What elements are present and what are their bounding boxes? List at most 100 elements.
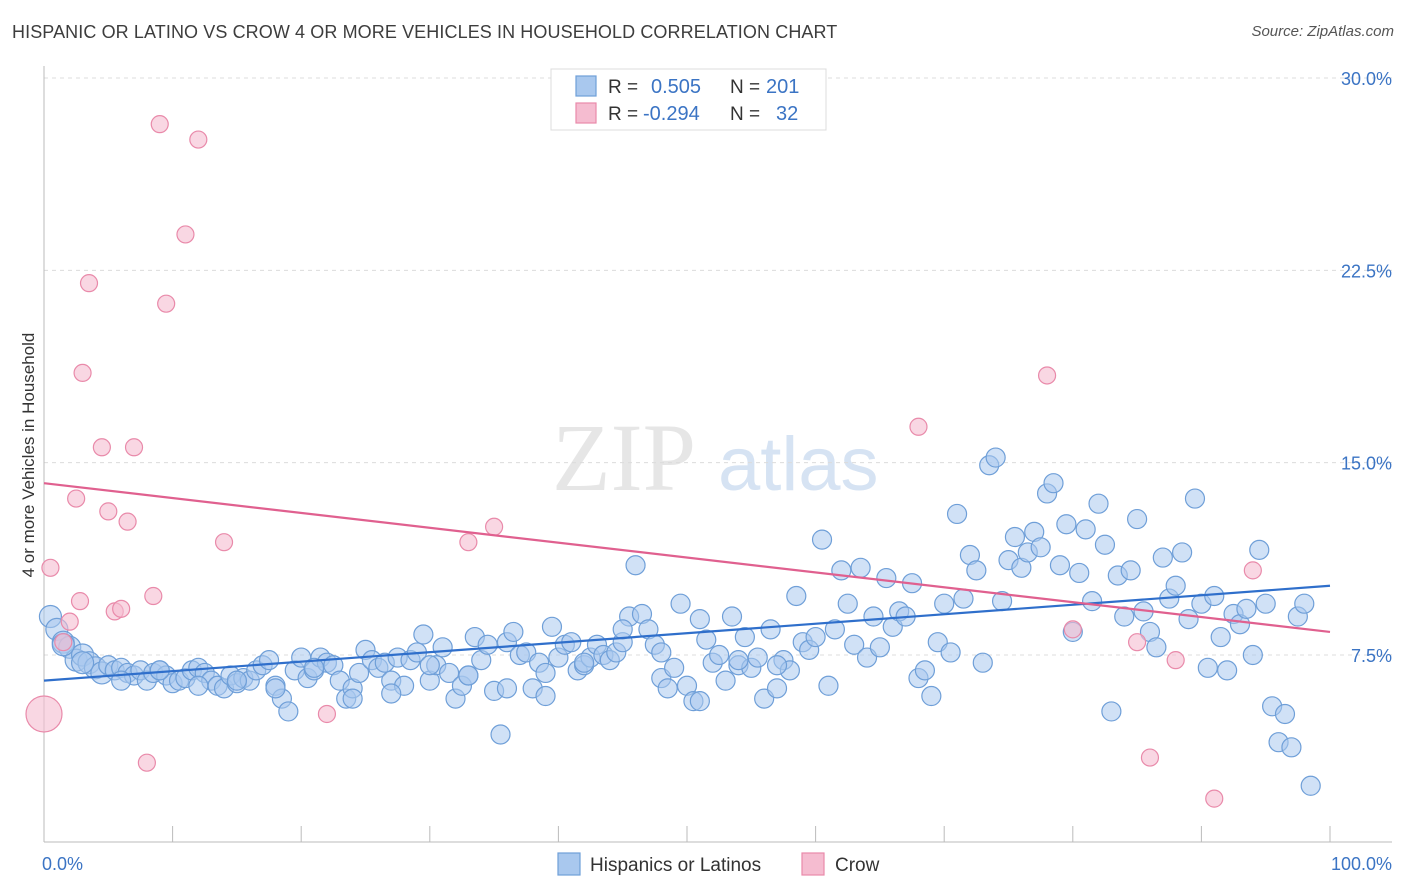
hispanics-point bbox=[760, 619, 781, 640]
x-tick-label-start: 0.0% bbox=[42, 854, 83, 874]
hispanics-point bbox=[863, 606, 884, 627]
hispanics-point bbox=[1075, 519, 1096, 540]
hispanics-point bbox=[966, 560, 987, 581]
hispanics-point bbox=[1249, 539, 1270, 560]
hispanics-point bbox=[188, 675, 209, 696]
hispanics-point bbox=[1217, 660, 1238, 681]
hispanics-point bbox=[458, 665, 479, 686]
crow-point bbox=[60, 612, 79, 631]
hispanics-point bbox=[1069, 562, 1090, 584]
hispanics-point bbox=[490, 724, 511, 745]
hispanics-point bbox=[1300, 775, 1321, 796]
crow-point bbox=[189, 130, 208, 149]
crow-point bbox=[1166, 651, 1185, 670]
hispanics-point bbox=[1242, 644, 1263, 666]
hispanics-point bbox=[149, 660, 170, 681]
legend-item-crow-swatch bbox=[801, 852, 825, 876]
crow-point bbox=[317, 704, 337, 724]
hispanics-point bbox=[709, 644, 730, 666]
hispanics-point bbox=[721, 606, 743, 627]
crow-point bbox=[1037, 366, 1057, 385]
hispanics-point bbox=[1184, 488, 1206, 509]
chart-title: HISPANIC OR LATINO VS CROW 4 OR MORE VEH… bbox=[12, 22, 838, 42]
hispanics-point bbox=[258, 650, 280, 671]
y-tick-label-3: 30.0% bbox=[1341, 69, 1392, 89]
crow-trend-line bbox=[43, 482, 1331, 634]
legend-stats: R = 0.505 N = 201 R = -0.294 N = 32 bbox=[550, 68, 827, 131]
crow-point bbox=[1127, 633, 1147, 652]
hispanics-point bbox=[477, 634, 498, 655]
crow-point bbox=[92, 438, 111, 457]
legend-n-value-1: 201 bbox=[766, 76, 799, 98]
series-crow-points bbox=[25, 115, 1262, 808]
watermark-atlas: atlas bbox=[718, 422, 879, 507]
hispanics-point bbox=[689, 608, 710, 630]
hispanics-point bbox=[1049, 555, 1071, 576]
crow-point bbox=[1205, 789, 1224, 808]
crow-point bbox=[137, 753, 156, 772]
legend-r-value-1: 0.505 bbox=[651, 76, 701, 98]
crow-point bbox=[144, 586, 163, 606]
legend-r-value-2: -0.294 bbox=[643, 103, 700, 125]
hispanics-point bbox=[1281, 737, 1302, 758]
hispanics-point bbox=[1236, 598, 1257, 619]
hispanics-point bbox=[438, 662, 460, 684]
hispanics-point bbox=[1081, 591, 1103, 612]
crow-point bbox=[25, 695, 63, 733]
hispanics-point bbox=[811, 529, 833, 550]
hispanics-point bbox=[1030, 537, 1051, 558]
hispanics-point bbox=[535, 685, 556, 707]
crow-point bbox=[79, 274, 99, 293]
hispanics-point bbox=[805, 626, 826, 648]
hispanics-point bbox=[1126, 508, 1148, 530]
hispanics-point bbox=[670, 593, 691, 614]
hispanics-point bbox=[1294, 593, 1315, 614]
legend-n-label-2: N = bbox=[730, 104, 760, 125]
hispanics-point bbox=[921, 685, 942, 707]
legend-n-value-2: 32 bbox=[776, 103, 798, 125]
hispanics-point bbox=[1043, 473, 1064, 494]
hispanics-point bbox=[953, 588, 974, 609]
watermark-zip: ZIP bbox=[552, 404, 696, 511]
hispanics-point bbox=[728, 650, 749, 671]
hispanics-point bbox=[940, 642, 961, 663]
legend-r-label-1: R = bbox=[608, 77, 638, 98]
hispanics-point bbox=[342, 688, 363, 709]
hispanics-point bbox=[696, 629, 717, 650]
hispanics-point bbox=[747, 647, 768, 668]
crow-point bbox=[909, 417, 928, 436]
crow-point bbox=[124, 438, 144, 457]
legend-series: Hispanics or Latinos Crow bbox=[557, 852, 880, 876]
hispanics-point bbox=[651, 642, 672, 663]
crow-point bbox=[99, 502, 118, 521]
hispanics-point bbox=[1197, 657, 1218, 678]
hispanics-point bbox=[1004, 526, 1026, 548]
hispanics-point bbox=[715, 670, 736, 691]
y-tick-label-0: 7.5% bbox=[1351, 646, 1392, 666]
legend-item-hispanics-label: Hispanics or Latinos bbox=[590, 855, 761, 876]
hispanics-point bbox=[1120, 560, 1141, 581]
hispanics-point bbox=[824, 619, 845, 640]
legend-swatch-blue bbox=[575, 75, 597, 97]
hispanics-point bbox=[934, 593, 955, 614]
crow-point bbox=[485, 517, 504, 536]
hispanics-point bbox=[1274, 703, 1296, 725]
hispanics-point bbox=[278, 701, 299, 722]
hispanics-point bbox=[226, 670, 247, 691]
crow-point bbox=[176, 225, 195, 244]
legend-swatch-pink bbox=[575, 102, 597, 124]
hispanics-point bbox=[876, 567, 897, 589]
hispanics-point bbox=[541, 616, 563, 637]
source-label: Source: ZipAtlas.com bbox=[1251, 23, 1394, 40]
hispanics-point bbox=[850, 557, 871, 578]
crow-point bbox=[157, 294, 176, 313]
hispanics-point bbox=[1101, 701, 1122, 722]
hispanics-point bbox=[946, 503, 968, 525]
crow-point bbox=[1140, 748, 1160, 767]
hispanics-point bbox=[734, 626, 755, 648]
hispanics-point bbox=[381, 683, 402, 704]
hispanics-point bbox=[70, 651, 95, 675]
hispanics-point bbox=[496, 678, 518, 699]
crow-point bbox=[214, 533, 234, 552]
